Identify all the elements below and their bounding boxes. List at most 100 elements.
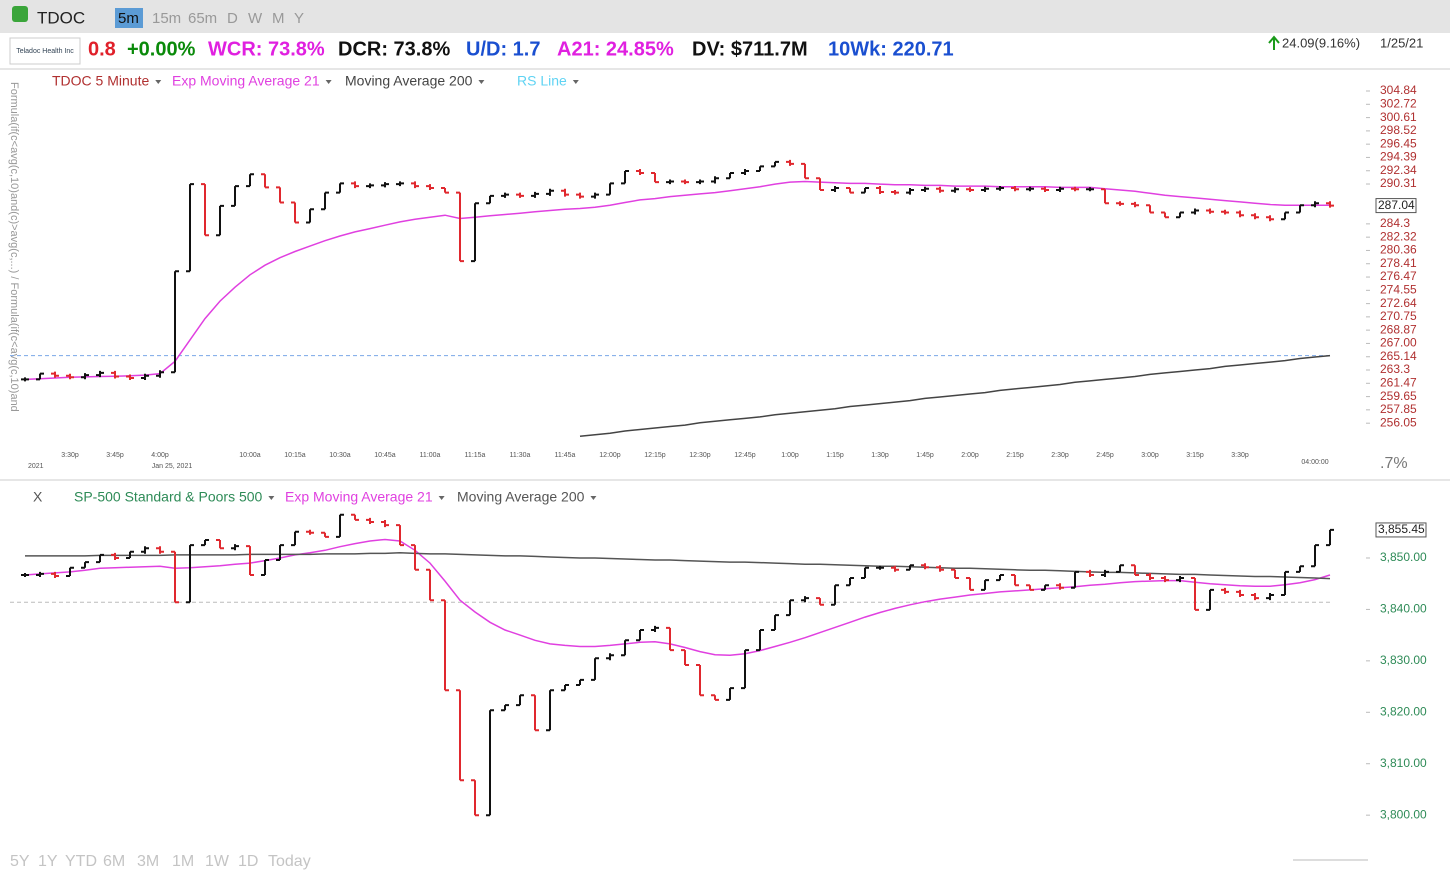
price-bar bbox=[1086, 187, 1094, 192]
legend-entry[interactable]: TDOC 5 Minute bbox=[52, 73, 149, 89]
price-bar bbox=[621, 170, 629, 185]
legend-dropdown[interactable] bbox=[572, 80, 579, 84]
interval-button[interactable]: Y bbox=[294, 10, 304, 27]
interval-button[interactable]: 5m bbox=[118, 10, 139, 27]
price-bar bbox=[1266, 593, 1274, 601]
x-tick-label: 2:00p bbox=[961, 452, 979, 459]
price-bar bbox=[321, 191, 329, 211]
legend-dropdown[interactable] bbox=[438, 496, 445, 500]
price-bar bbox=[1221, 209, 1229, 215]
price-bar bbox=[966, 187, 974, 192]
price-bar bbox=[981, 579, 989, 591]
legend-dropdown[interactable] bbox=[478, 80, 485, 84]
legend-entry[interactable]: Exp Moving Average 21 bbox=[172, 73, 320, 89]
price-bar bbox=[786, 159, 794, 166]
legend-entry[interactable]: RS Line bbox=[517, 73, 567, 89]
y-tick-label: 270.75 bbox=[1380, 309, 1417, 323]
toolbar bbox=[0, 0, 1450, 33]
legend-dropdown[interactable] bbox=[590, 496, 597, 500]
interval-button[interactable]: 15m bbox=[152, 10, 181, 27]
add-icon[interactable] bbox=[12, 6, 28, 22]
price-bar bbox=[51, 371, 59, 378]
price-bar bbox=[411, 181, 419, 189]
price-bar bbox=[231, 544, 239, 551]
price-bar bbox=[831, 584, 839, 606]
price-bar bbox=[906, 564, 914, 571]
y-tick-label: 3,800.00 bbox=[1380, 807, 1427, 821]
price-bar bbox=[291, 201, 299, 224]
price-bar bbox=[231, 185, 239, 207]
price-bar bbox=[711, 694, 719, 701]
range-button[interactable]: YTD bbox=[65, 853, 97, 870]
price-bar bbox=[516, 694, 524, 707]
price-bar bbox=[711, 176, 719, 184]
price-bar bbox=[816, 177, 824, 191]
x-tick-label: 2:45p bbox=[1096, 452, 1114, 459]
price-bar bbox=[306, 529, 314, 535]
last-value-box bbox=[1375, 522, 1427, 538]
legend-entry[interactable]: Moving Average 200 bbox=[457, 489, 585, 505]
y-tick-label: 280.36 bbox=[1380, 243, 1417, 257]
price-bar bbox=[171, 550, 179, 604]
last-value: 3,855.45 bbox=[1378, 522, 1425, 536]
y-tick-label: 3,810.00 bbox=[1380, 756, 1427, 770]
price-bar bbox=[351, 513, 359, 521]
price-bar bbox=[1281, 211, 1289, 221]
price-bar bbox=[336, 182, 344, 194]
range-button[interactable]: 3M bbox=[137, 853, 159, 870]
metric: U/D: 1.7 bbox=[466, 38, 540, 60]
price-bar bbox=[111, 552, 119, 560]
price-bar bbox=[501, 704, 509, 712]
up-arrow bbox=[1268, 35, 1280, 50]
x-tick-label: 2:30p bbox=[1051, 452, 1069, 459]
price-bar bbox=[696, 179, 704, 185]
y-tick-label: 290.31 bbox=[1380, 176, 1417, 190]
x-tick-label: 10:15a bbox=[284, 452, 306, 459]
interval-button[interactable]: W bbox=[248, 10, 263, 27]
price-bar bbox=[111, 370, 119, 379]
metric: +0.00% bbox=[127, 38, 196, 60]
price-bar bbox=[1011, 574, 1019, 587]
price-bar bbox=[741, 649, 749, 690]
symbol[interactable]: TDOC bbox=[37, 8, 85, 27]
date-label: Jan 25, 2021 bbox=[152, 463, 193, 470]
range-button[interactable]: 5Y bbox=[10, 853, 30, 870]
legend-entry[interactable]: Exp Moving Average 21 bbox=[285, 489, 433, 505]
price-bar bbox=[291, 530, 299, 547]
price-bar bbox=[531, 191, 539, 198]
price-bar bbox=[1191, 208, 1199, 215]
range-button[interactable]: 1D bbox=[238, 853, 258, 870]
range-button[interactable]: 1Y bbox=[38, 853, 58, 870]
price-bar bbox=[1041, 584, 1049, 591]
legend-dropdown[interactable] bbox=[155, 80, 162, 84]
price-bar bbox=[651, 172, 659, 184]
price-bar bbox=[21, 573, 29, 577]
price-bar bbox=[1041, 186, 1049, 192]
legend-entry[interactable]: Moving Average 200 bbox=[345, 73, 473, 89]
price-bar bbox=[771, 614, 779, 631]
price-bar bbox=[981, 186, 989, 192]
legend-entry[interactable]: SP-500 Standard & Poors 500 bbox=[74, 489, 263, 505]
range-button[interactable]: 1W bbox=[205, 853, 230, 870]
indicator-line bbox=[24, 180, 1330, 381]
close-button[interactable]: X bbox=[33, 489, 43, 505]
price-bar bbox=[1206, 208, 1214, 214]
interval-button[interactable]: M bbox=[272, 10, 285, 27]
legend-dropdown[interactable] bbox=[325, 80, 332, 84]
interval-button[interactable]: 65m bbox=[188, 10, 217, 27]
price-bar bbox=[1191, 577, 1199, 611]
interval-button[interactable]: D bbox=[227, 10, 238, 27]
range-button[interactable]: 6M bbox=[103, 853, 125, 870]
legend-dropdown[interactable] bbox=[268, 496, 275, 500]
price-bar bbox=[1071, 186, 1079, 192]
price-bar bbox=[741, 169, 749, 175]
last-value-box bbox=[1375, 198, 1417, 214]
range-button[interactable]: 1M bbox=[172, 853, 194, 870]
range-button[interactable]: Today bbox=[268, 853, 311, 870]
price-bar bbox=[321, 531, 329, 538]
price-bar bbox=[816, 597, 824, 606]
price-bar bbox=[801, 162, 809, 180]
price-bar bbox=[546, 689, 554, 732]
price-bar bbox=[1251, 213, 1259, 220]
indicator-line bbox=[25, 552, 1331, 580]
